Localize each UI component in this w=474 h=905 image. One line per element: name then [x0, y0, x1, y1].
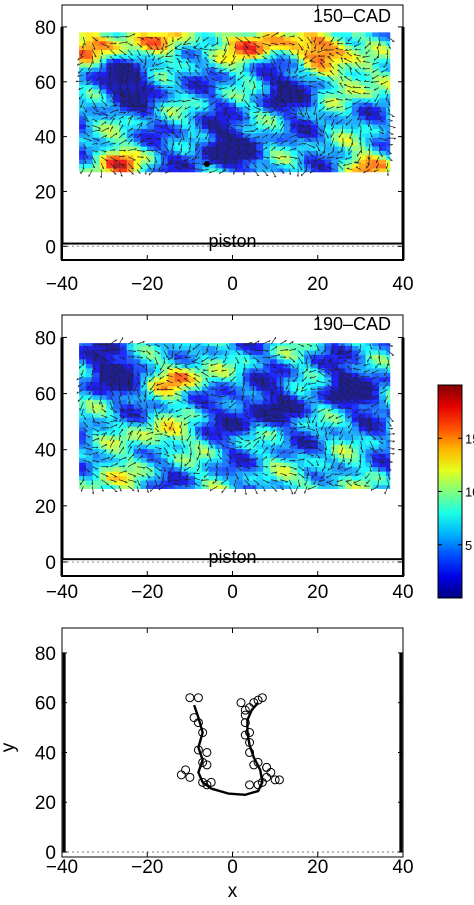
panel-150-cad: piston 150–CAD −40 −20 0 20 40 0 20 40 60 80 — [35, 5, 414, 295]
panel-title: 150–CAD — [313, 6, 391, 26]
x-tick-label: 20 — [307, 274, 328, 295]
velocity-magnitude-field — [79, 32, 393, 173]
velocity-arrowhead — [115, 455, 116, 457]
x-tick-label: 40 — [392, 274, 413, 295]
velocity-arrowhead — [327, 75, 329, 76]
velocity-arrowhead — [123, 359, 125, 360]
y-tick-label: 80 — [35, 18, 56, 39]
velocity-arrowhead — [303, 58, 304, 60]
velocity-arrowhead — [346, 123, 347, 125]
y-tick-label: 40 — [35, 128, 56, 149]
velocity-arrowhead — [140, 424, 141, 426]
y-tick-label: 20 — [35, 182, 56, 203]
velocity-arrowhead — [133, 454, 134, 456]
velocity-arrowhead — [275, 99, 277, 100]
y-tick-label: 0 — [45, 237, 56, 258]
x-tick-label: −40 — [46, 274, 78, 295]
x-tick-label: −20 — [131, 274, 163, 295]
y-tick-label: 60 — [35, 73, 56, 94]
vortex-center-dot — [204, 161, 210, 167]
velocity-arrowhead — [320, 154, 321, 156]
field-softener — [79, 343, 390, 489]
x-tick-label: 0 — [227, 274, 238, 295]
velocity-arrowhead — [311, 155, 313, 156]
piston-label: piston — [208, 231, 256, 251]
